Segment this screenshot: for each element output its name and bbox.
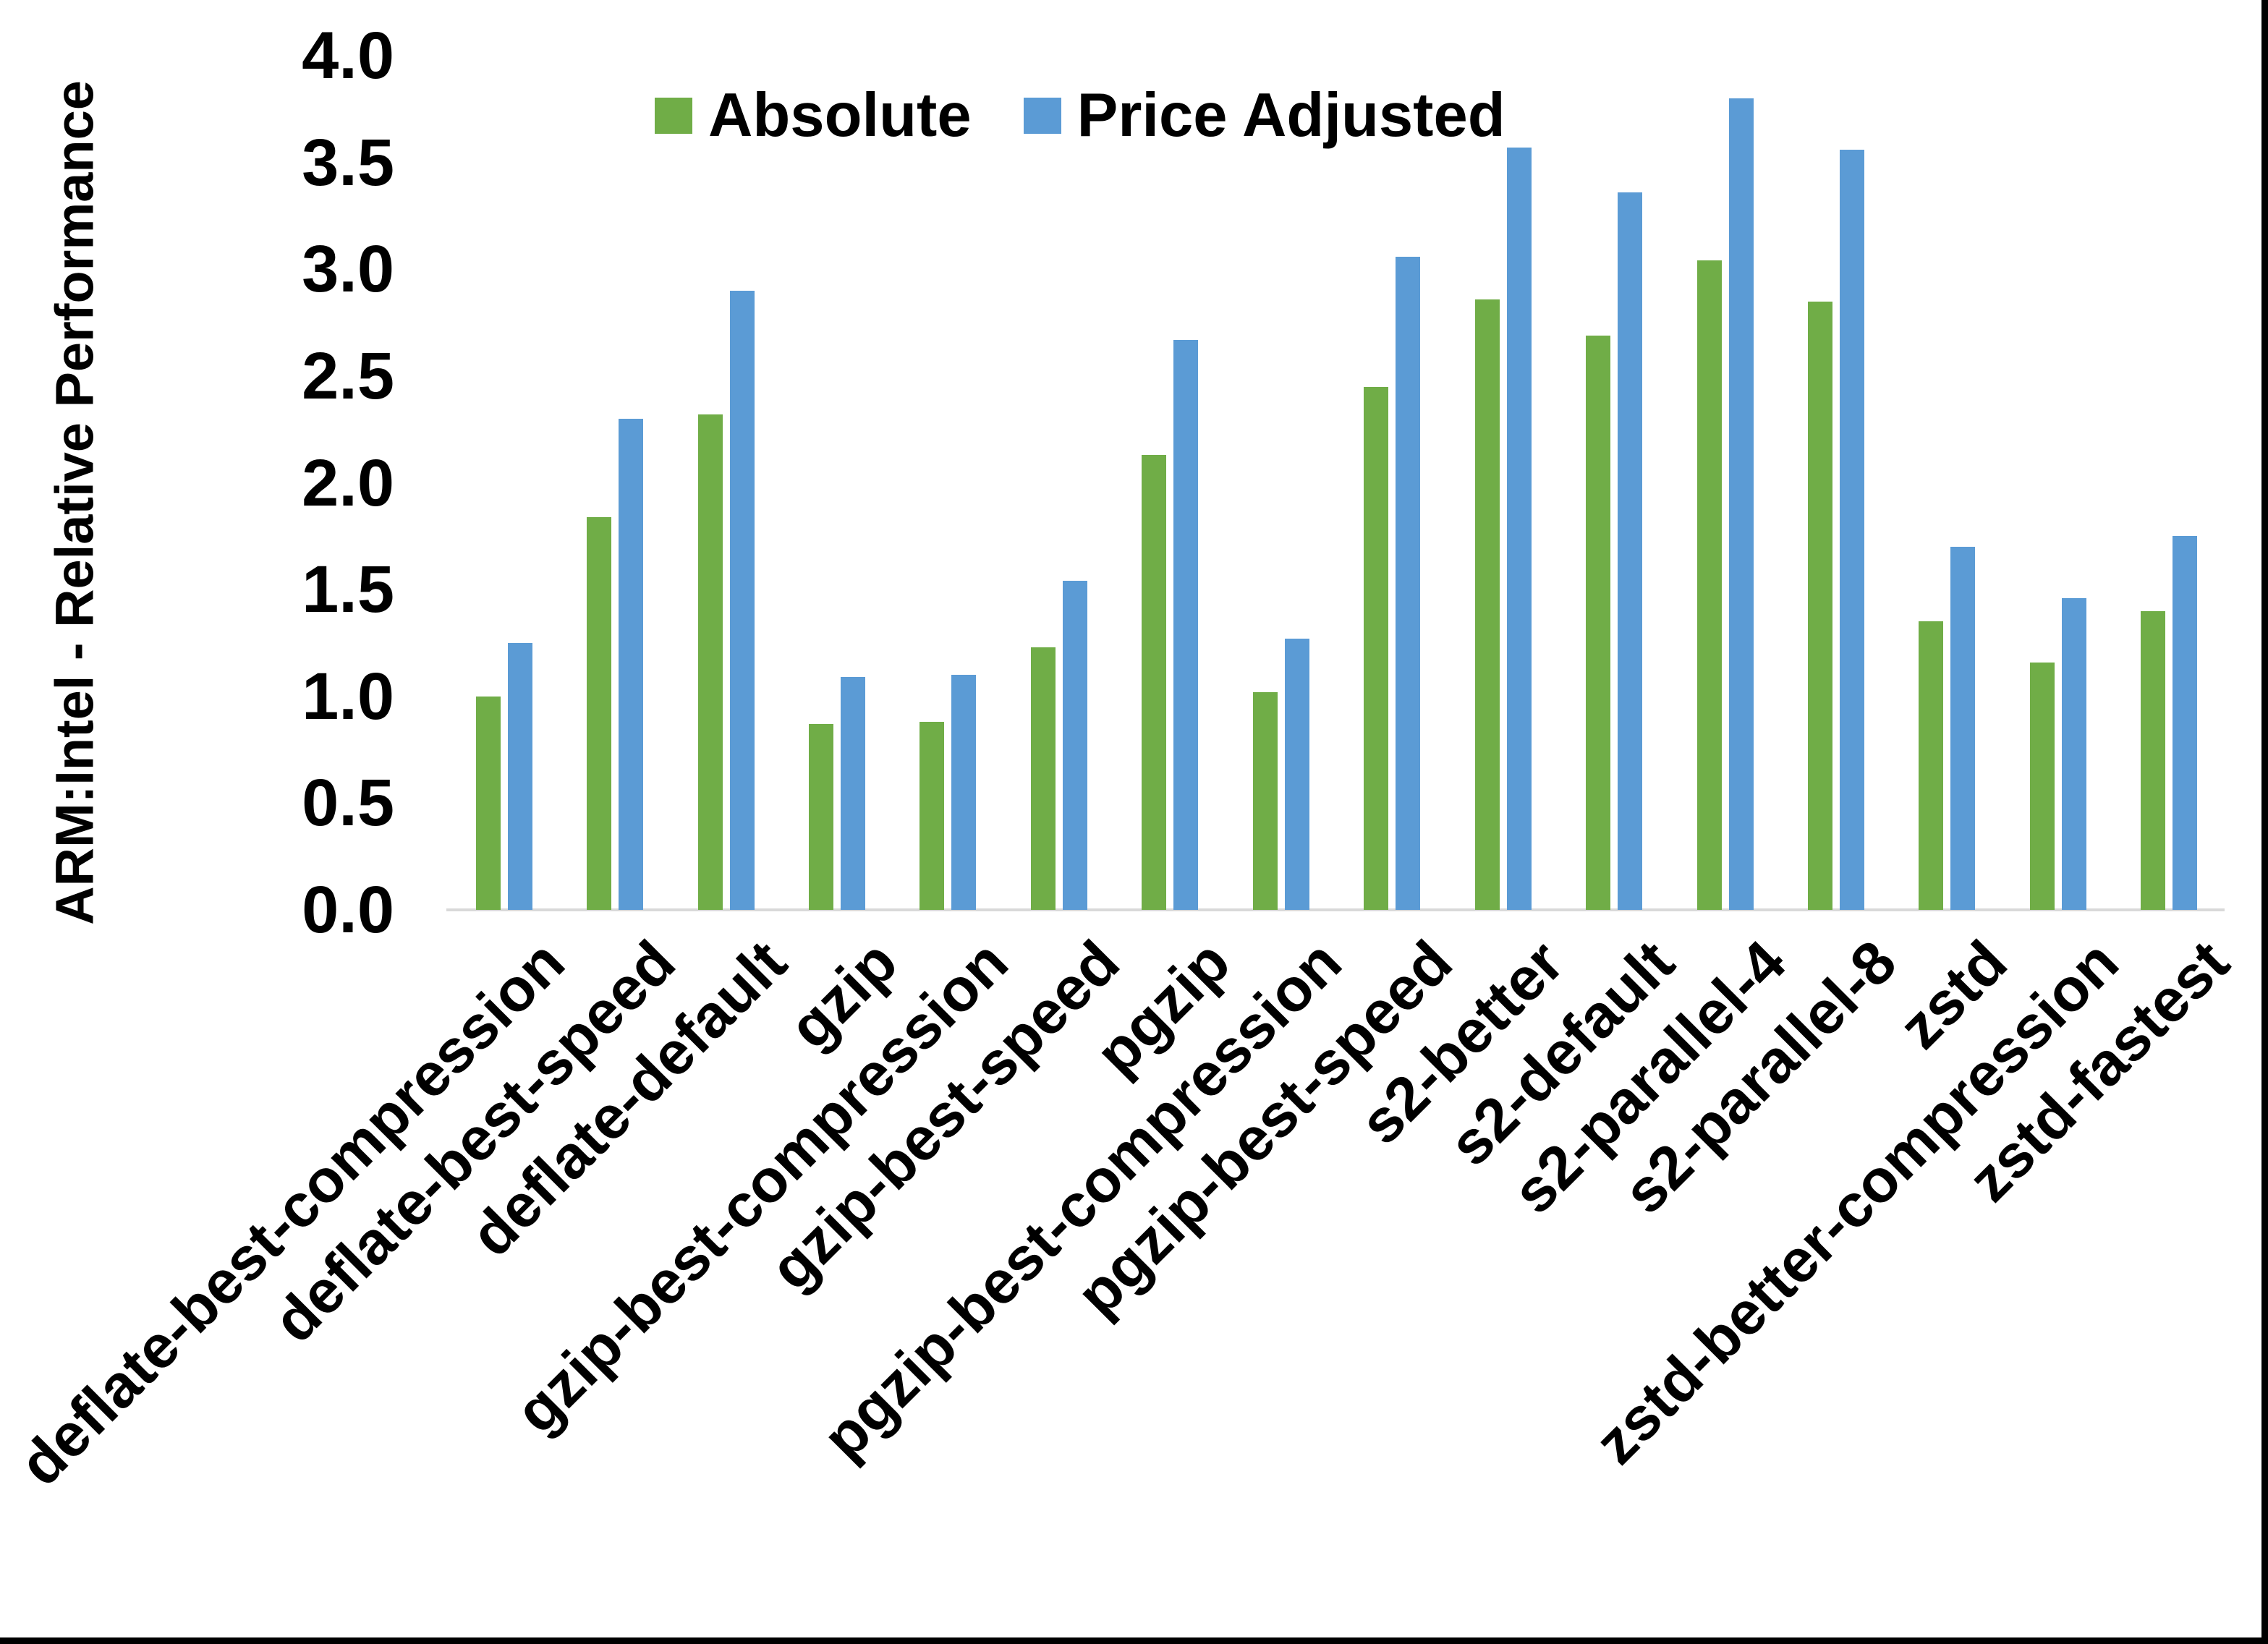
plot-area — [449, 56, 2225, 910]
bar-price-adjusted-s2-parallel-4 — [1728, 98, 1754, 910]
y-tick-label-2.5: 2.5 — [302, 338, 394, 413]
bar-price-adjusted-pgzip-best-speed — [1396, 256, 1421, 910]
bar-absolute-deflate-default — [697, 414, 723, 910]
legend-item-price-adjusted: Price Adjusted — [1023, 81, 1505, 150]
bar-price-adjusted-gzip-best-speed — [1062, 581, 1087, 910]
bar-absolute-deflate-best-compression — [475, 696, 501, 910]
bar-group-s2-parallel-4 — [1670, 56, 1780, 910]
bar-group-gzip-best-speed — [1003, 56, 1114, 910]
bar-group-s2-better — [1448, 56, 1558, 910]
y-tick-label-1.0: 1.0 — [302, 659, 394, 733]
bar-absolute-zstd — [1919, 621, 1944, 910]
bar-group-deflate-best-speed — [559, 56, 670, 910]
bar-group-gzip — [781, 56, 892, 910]
bar-absolute-deflate-best-speed — [587, 516, 612, 910]
bar-absolute-s2-better — [1474, 299, 1500, 910]
bar-price-adjusted-s2-parallel-8 — [1839, 149, 1864, 910]
page-border-right — [2261, 0, 2268, 1644]
bar-absolute-pgzip-best-speed — [1364, 386, 1389, 910]
legend-swatch-absolute — [655, 98, 692, 134]
bar-price-adjusted-pgzip-best-compression — [1284, 639, 1309, 910]
bar-absolute-gzip — [809, 724, 834, 910]
bar-price-adjusted-zstd-better-compression — [2061, 597, 2086, 910]
legend-swatch-price-adjusted — [1023, 98, 1061, 134]
y-tick-label-3.0: 3.0 — [302, 232, 394, 307]
bar-absolute-gzip-best-speed — [1030, 647, 1056, 910]
bar-price-adjusted-zstd-fastest — [2173, 536, 2198, 910]
bar-group-deflate-best-compression — [449, 56, 559, 910]
bar-price-adjusted-gzip-best-compression — [951, 675, 977, 910]
x-axis-line — [446, 908, 2225, 911]
legend-label-absolute: Absolute — [708, 81, 972, 150]
legend: Absolute Price Adjusted — [655, 81, 1505, 150]
y-tick-label-0.0: 0.0 — [302, 873, 394, 947]
y-tick-label-4.0: 4.0 — [302, 19, 394, 93]
y-tick-label-0.5: 0.5 — [302, 766, 394, 840]
bar-price-adjusted-s2-default — [1618, 192, 1643, 910]
bar-group-zstd — [1892, 56, 2002, 910]
bar-price-adjusted-gzip — [841, 677, 866, 910]
bar-price-adjusted-pgzip — [1173, 339, 1199, 910]
y-axis-title: ARM:Intel - Relative Performance — [44, 80, 105, 925]
bar-price-adjusted-zstd — [1950, 547, 1976, 910]
bar-absolute-s2-default — [1586, 335, 1611, 910]
bar-group-s2-parallel-8 — [1780, 56, 1891, 910]
y-tick-label-3.5: 3.5 — [302, 125, 394, 200]
bar-absolute-zstd-fastest — [2141, 610, 2166, 910]
legend-item-absolute: Absolute — [655, 81, 972, 150]
bar-group-gzip-best-compression — [893, 56, 1003, 910]
y-tick-label-2.0: 2.0 — [302, 446, 394, 520]
legend-label-price-adjusted: Price Adjusted — [1076, 81, 1505, 150]
bar-price-adjusted-deflate-best-speed — [619, 418, 644, 910]
bar-group-pgzip-best-speed — [1337, 56, 1448, 910]
bar-group-deflate-default — [671, 56, 781, 910]
bar-absolute-pgzip — [1142, 455, 1167, 910]
bar-absolute-s2-parallel-8 — [1807, 301, 1832, 910]
bar-group-pgzip — [1115, 56, 1226, 910]
bar-group-zstd-fastest — [2114, 56, 2225, 910]
bar-group-pgzip-best-compression — [1226, 56, 1336, 910]
bar-price-adjusted-deflate-best-compression — [507, 642, 532, 910]
bar-price-adjusted-s2-better — [1506, 147, 1532, 910]
bar-group-s2-default — [1558, 56, 1669, 910]
page-border-bottom — [0, 1637, 2268, 1644]
bar-price-adjusted-deflate-default — [729, 290, 755, 910]
bar-absolute-gzip-best-compression — [919, 722, 945, 910]
bar-absolute-zstd-better-compression — [2029, 662, 2055, 910]
y-tick-label-1.5: 1.5 — [302, 553, 394, 627]
bar-absolute-pgzip-best-compression — [1252, 691, 1278, 910]
bar-group-zstd-better-compression — [2002, 56, 2113, 910]
bar-absolute-s2-parallel-4 — [1696, 260, 1722, 910]
